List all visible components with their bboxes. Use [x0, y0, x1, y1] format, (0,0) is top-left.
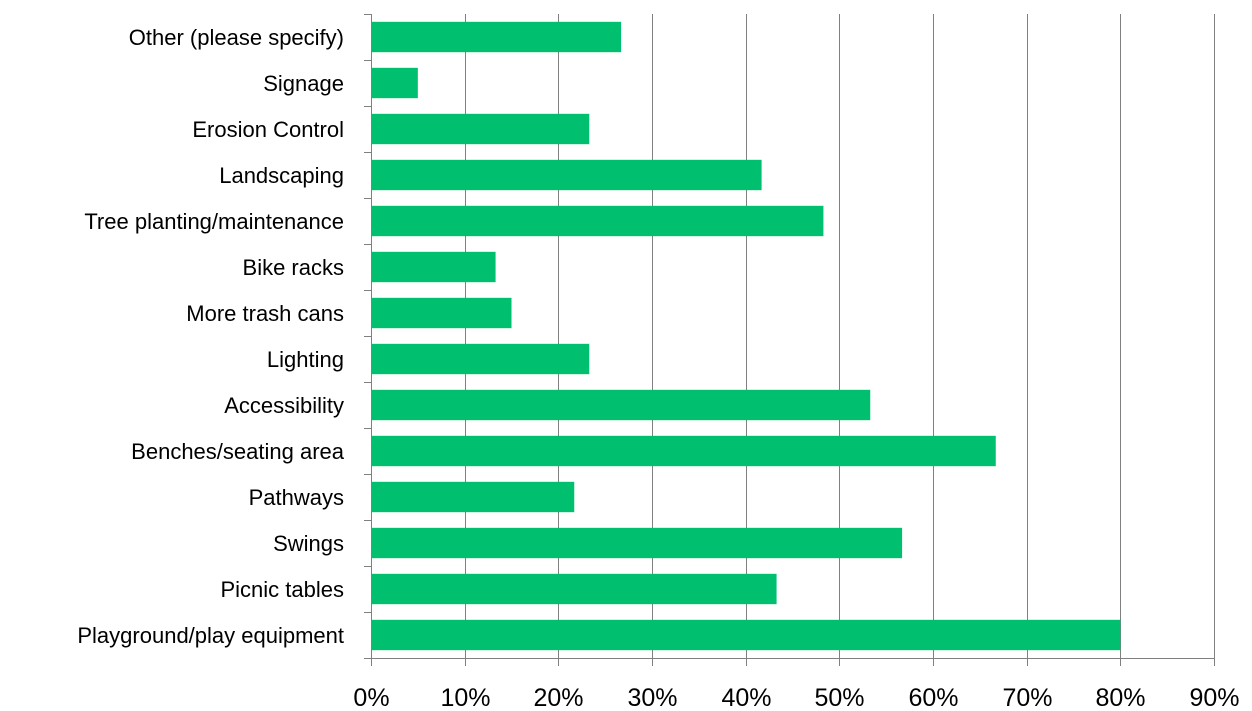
bar	[372, 113, 590, 145]
bar	[372, 389, 871, 421]
bar	[372, 297, 512, 329]
bar	[372, 251, 496, 283]
x-tick-label: 10%	[440, 684, 490, 711]
x-tick-label: 30%	[627, 684, 677, 711]
category-label: More trash cans	[186, 301, 344, 326]
bars	[372, 21, 1121, 651]
bar	[372, 527, 903, 559]
category-label: Accessibility	[224, 393, 344, 418]
bar	[372, 343, 590, 375]
bar	[372, 21, 622, 53]
category-label: Signage	[263, 71, 344, 96]
x-tick-label: 60%	[908, 684, 958, 711]
bar	[372, 205, 824, 237]
bar	[372, 67, 418, 99]
gridlines	[465, 14, 1215, 658]
category-label: Landscaping	[219, 163, 344, 188]
bar	[372, 481, 575, 513]
x-tick-label: 90%	[1189, 684, 1239, 711]
category-label: Other (please specify)	[129, 25, 344, 50]
category-label: Swings	[273, 531, 344, 556]
category-label: Lighting	[267, 347, 344, 372]
category-label: Bike racks	[243, 255, 344, 280]
bar	[372, 573, 777, 605]
bar	[372, 159, 762, 191]
category-label: Pathways	[249, 485, 344, 510]
axes	[364, 14, 1215, 666]
x-tick-label: 50%	[814, 684, 864, 711]
x-tick-label: 0%	[353, 684, 389, 711]
x-tick-labels: 0% 10% 20% 30% 40% 50% 60% 70% 80% 90%	[353, 684, 1239, 711]
category-label: Tree planting/maintenance	[84, 209, 344, 234]
category-label: Benches/seating area	[131, 439, 345, 464]
x-tick-label: 80%	[1095, 684, 1145, 711]
category-label: Erosion Control	[192, 117, 344, 142]
bar	[372, 435, 996, 467]
x-tick-label: 70%	[1002, 684, 1052, 711]
category-labels: Playground/play equipment Picnic tables Sw…	[77, 25, 344, 648]
bar	[372, 619, 1121, 651]
x-tick-label: 40%	[721, 684, 771, 711]
x-tick-label: 20%	[533, 684, 583, 711]
category-label: Picnic tables	[220, 577, 344, 602]
category-label: Playground/play equipment	[77, 623, 344, 648]
